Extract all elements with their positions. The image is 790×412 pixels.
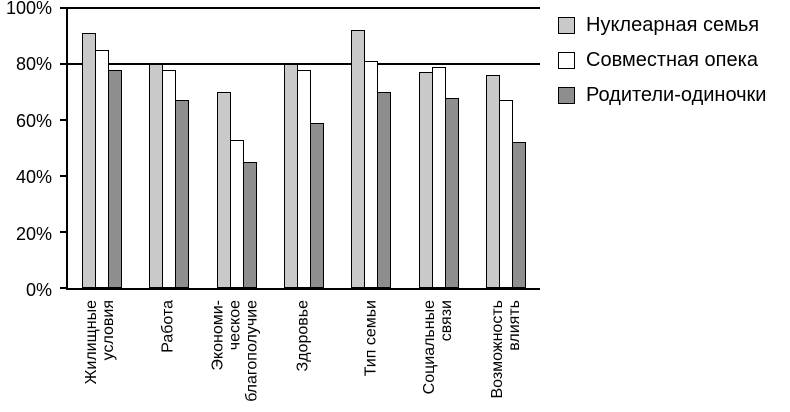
x-category-label: Социальные связи [421,300,456,395]
bar-group [135,8,202,288]
y-axis-tick [60,287,68,289]
bar [94,50,109,288]
y-tick-label: 40% [15,167,52,188]
gridline [68,7,540,9]
bar [229,139,244,288]
y-tick-label: 0% [25,280,52,300]
bar-group [473,8,540,288]
bar [486,75,501,288]
y-axis-labels: 0% 20% 40% 60% 80% 100% [0,0,58,299]
bar [364,61,379,288]
legend-swatch [558,51,575,69]
bar-group [68,8,135,288]
bar-group [270,8,337,288]
x-category-label: Тип семьи [362,300,380,377]
x-category-label: Работа [159,300,177,353]
bar [512,142,527,288]
x-axis-labels: Жилищные условия Работа Экономи- ческое бл… [66,296,540,412]
legend-swatch [558,86,575,104]
y-axis-tick [60,175,68,177]
bar [242,162,257,288]
bar-groups [68,8,540,288]
x-category-label: Жилищные условия [82,300,117,385]
x-label-cell: Работа [134,296,202,412]
bar [81,33,96,288]
bar [377,92,392,288]
y-tick-label: 100% [5,0,52,18]
bar [499,100,514,288]
legend: Нуклеарная семья Совместная опека Родители… [558,14,766,119]
bar [431,66,446,288]
x-category-label: Экономи- ческое благополучие [209,300,261,402]
bar [418,72,433,288]
bar-group [338,8,405,288]
legend-label: Нуклеарная семья [586,14,760,36]
y-axis-tick [60,63,68,65]
bar [216,92,231,288]
gridline [68,63,540,65]
x-label-cell: Тип семьи [337,296,405,412]
x-label-cell: Экономи- ческое благополучие [201,296,269,412]
y-tick-label: 20% [15,223,52,244]
y-tick-label: 80% [15,54,52,75]
x-label-cell: Социальные связи [405,296,473,412]
bar [107,69,122,288]
bar-group [405,8,472,288]
x-label-cell: Возможность влиять [472,296,540,412]
bar [175,100,190,288]
bar [283,64,298,288]
x-label-cell: Жилищные условия [66,296,134,412]
bar [296,69,311,288]
plot-area [60,7,540,290]
y-tick-label: 60% [15,110,52,131]
y-axis-tick [60,231,68,233]
bar [309,122,324,288]
legend-swatch [558,16,575,34]
legend-label: Родители-одиночки [586,84,767,106]
y-axis-tick [60,119,68,121]
x-category-label: Здоровье [294,300,312,372]
bar [149,64,164,288]
legend-label: Совместная опека [586,49,758,71]
legend-item: Родители-одиночки [558,84,766,106]
x-label-cell: Здоровье [269,296,337,412]
bar [351,30,366,288]
bar [444,97,459,288]
bar-group [203,8,270,288]
y-axis-tick [60,7,68,9]
legend-item: Нуклеарная семья [558,14,766,36]
x-category-label: Возможность влиять [489,300,524,399]
bar [162,69,177,288]
legend-item: Совместная опека [558,49,766,71]
